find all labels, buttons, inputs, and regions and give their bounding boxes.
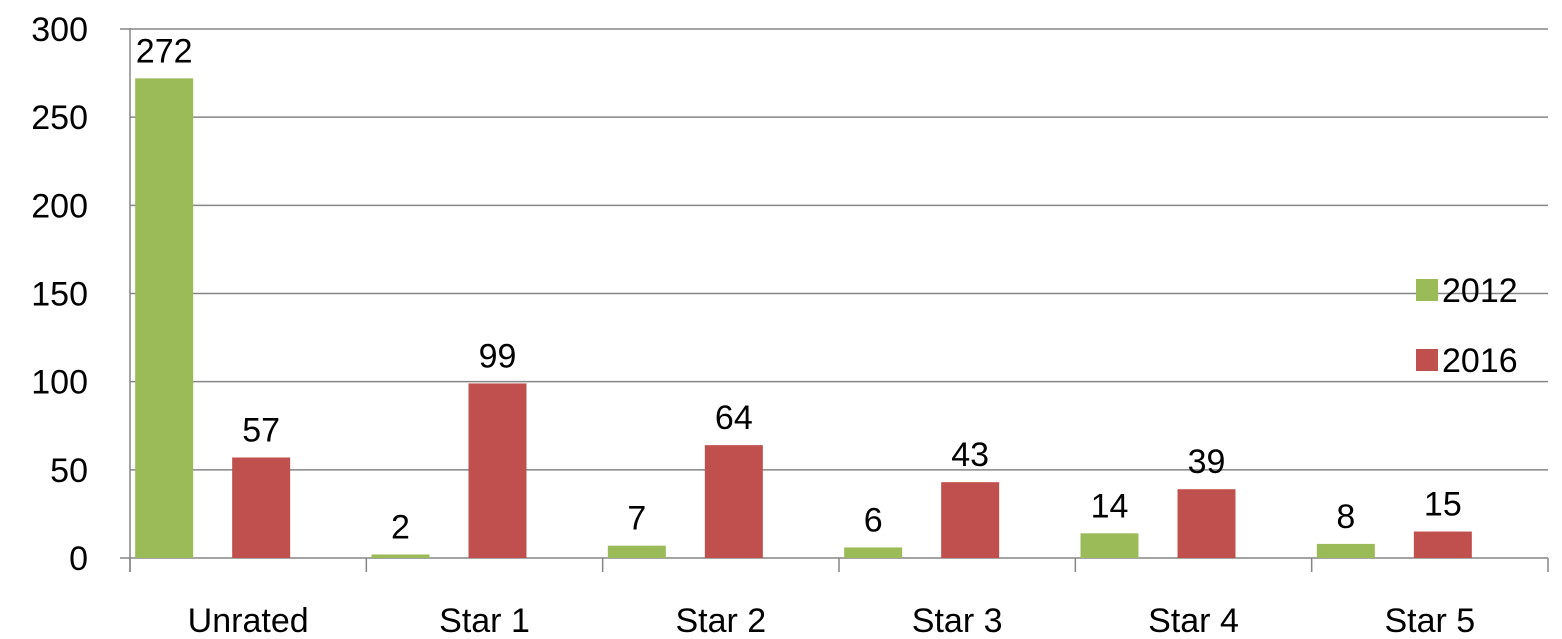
data-label-2016-star-3: 43 [951,436,989,474]
data-label-2016-star-2: 64 [715,399,753,437]
axes: 0 50 100 150 200 250 300 Unrated Star 1 Star 2 Sta… [31,11,1549,639]
x-tick-label-star-2: Star 2 [675,602,766,639]
legend: 2012 2016 [1416,272,1518,380]
bar-2012-star-3 [844,547,903,558]
bar-2012-star-1 [371,554,430,558]
x-tick-label-star-4: Star 4 [1148,602,1239,639]
bar-2012-star-2 [607,545,666,558]
y-tick-label-100: 100 [31,364,88,402]
x-tick-label-star-1: Star 1 [439,602,530,639]
x-tick-label-star-3: Star 3 [912,602,1003,639]
data-label-2012-star-1: 2 [391,508,410,546]
legend-swatch-2016 [1416,349,1438,371]
bar-2016-star-1 [468,383,527,558]
data-label-2016-unrated: 57 [242,411,280,449]
data-label-2016-star-5: 15 [1424,486,1462,524]
bar-2012-unrated [135,78,194,558]
bar-2016-star-4 [1177,489,1236,558]
bar-2016-star-2 [704,445,763,558]
bars [135,78,1472,558]
y-tick-label-50: 50 [50,452,88,490]
data-label-2012-unrated: 272 [136,32,193,70]
data-label-2016-star-1: 99 [479,337,517,375]
bar-2016-star-3 [941,482,1000,558]
gridlines [130,28,1548,471]
data-label-2012-star-5: 8 [1336,498,1355,536]
legend-label-2012: 2012 [1442,272,1518,310]
bar-2016-star-5 [1413,531,1472,558]
y-tick-label-300: 300 [31,11,88,49]
bar-2012-star-5 [1316,543,1375,558]
data-labels: 272 57 2 99 7 64 6 43 14 39 8 15 [136,32,1462,546]
y-tick-label-200: 200 [31,187,88,225]
data-label-2016-star-4: 39 [1188,443,1226,481]
y-tick-label-0: 0 [69,540,88,578]
y-tick-label-250: 250 [31,99,88,137]
data-label-2012-star-4: 14 [1091,487,1129,525]
bar-2016-unrated [232,457,291,558]
x-tick-label-unrated: Unrated [188,602,309,639]
x-tick-label-star-5: Star 5 [1384,602,1475,639]
legend-label-2016: 2016 [1442,342,1518,380]
y-tick-label-150: 150 [31,276,88,314]
bar-2012-star-4 [1080,533,1139,558]
data-label-2012-star-3: 6 [864,501,883,539]
legend-swatch-2012 [1416,279,1438,301]
data-label-2012-star-2: 7 [627,500,646,538]
